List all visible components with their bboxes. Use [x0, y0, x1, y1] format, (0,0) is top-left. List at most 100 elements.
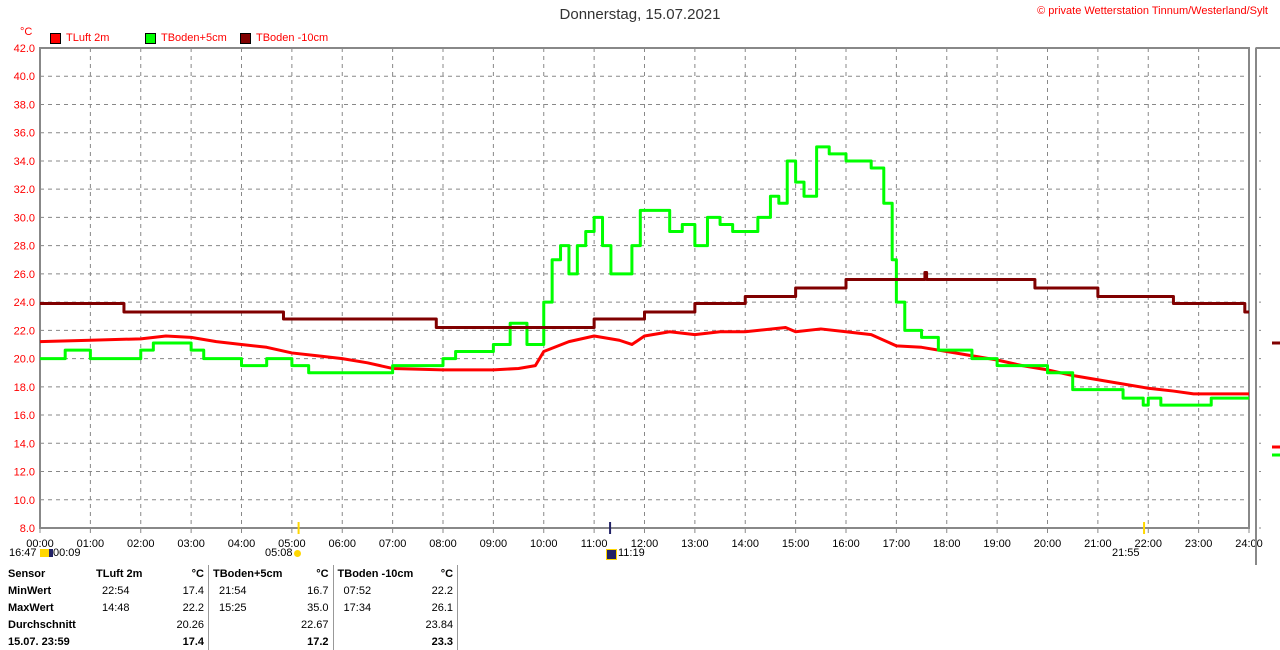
- series-line-1: [40, 145, 1249, 407]
- x-tick-label: 02:00: [127, 538, 155, 550]
- table-cell: 23.84: [421, 616, 459, 633]
- plot-frame: [39, 47, 1250, 529]
- moonrise-time: 00:09: [53, 547, 81, 559]
- table-cell: 17.2: [297, 633, 334, 650]
- y-tick-label: 18.0: [14, 382, 35, 394]
- x-tick-label: 16:00: [832, 538, 860, 550]
- x-tick-label: 00:00: [26, 538, 54, 550]
- legend-tluft: TLuft 2m: [50, 32, 109, 44]
- table-cell: 23.3: [421, 633, 459, 650]
- header-cell: TLuft 2m: [96, 567, 143, 580]
- table-cell: [209, 633, 298, 650]
- x-tick-label: 24:00: [1235, 538, 1263, 550]
- x-tick-label: 03:00: [177, 538, 205, 550]
- table-cell: 07:52: [343, 584, 372, 597]
- table-cell: 17:34: [343, 601, 372, 614]
- table-cell: [333, 633, 422, 650]
- x-tick-label: 05:00: [278, 538, 306, 550]
- stats-table: Sensor TLuft 2m °C TBoden+5cm °C TBoden …: [4, 565, 459, 650]
- legend-swatch: [50, 32, 61, 44]
- y-tick-label: 32.0: [14, 184, 35, 196]
- moon-culmination-time: 11:19: [618, 547, 645, 559]
- table-row: MinWert 22:54 17.4 21:54 16.7 07:52 22.2: [4, 582, 459, 599]
- table-cell: 16.7: [297, 582, 334, 599]
- x-tick-label: 22:00: [1134, 538, 1162, 550]
- series-line-2: [40, 270, 1249, 330]
- legend-swatch: [240, 32, 251, 44]
- y-tick-label: 34.0: [14, 156, 35, 168]
- moon-icon: [606, 549, 617, 560]
- legend-label: TBoden+5cm: [161, 32, 227, 44]
- temperature-chart: 8.0 10.0 12.0 14.0 16.0 18.0 20.0 22.0 24.0 26.0 2…: [14, 43, 1280, 565]
- x-tick-label: 17:00: [883, 538, 911, 550]
- table-cell: 35.0: [297, 599, 334, 616]
- moon-icon: [40, 549, 53, 557]
- table-cell: Durchschnitt: [8, 618, 76, 631]
- y-tick-label: 42.0: [14, 43, 35, 55]
- y-tick-label: 26.0: [14, 269, 35, 281]
- sun-icon: [294, 550, 301, 557]
- table-cell: 15:25: [219, 601, 247, 614]
- y-tick-label: 40.0: [14, 71, 35, 83]
- x-tick-label: 20:00: [1034, 538, 1062, 550]
- y-tick-label: 8.0: [20, 523, 35, 535]
- y-tick-label: 28.0: [14, 241, 35, 253]
- table-cell: MinWert: [8, 584, 52, 597]
- y-tick-label: 36.0: [14, 128, 35, 140]
- table-cell: MaxWert: [8, 601, 54, 614]
- table-cell: 22.2: [170, 599, 209, 616]
- x-tick-label: 23:00: [1185, 538, 1213, 550]
- x-tick-label: 19:00: [983, 538, 1011, 550]
- table-cell: 22:54: [102, 584, 130, 597]
- table-cell: 17.4: [170, 582, 209, 599]
- y-tick-label: 38.0: [14, 99, 35, 111]
- table-cell: 15.07. 23:59: [8, 635, 70, 648]
- y-unit: °C: [20, 26, 33, 38]
- moonset-time: 16:47: [9, 547, 37, 559]
- y-tick-label: 24.0: [14, 297, 35, 309]
- table-cell: 22.2: [421, 582, 459, 599]
- table-cell: [209, 616, 298, 633]
- y-tick-label: 14.0: [14, 438, 35, 450]
- y-tick-label: 12.0: [14, 467, 35, 479]
- table-cell: 21:54: [219, 584, 247, 597]
- y-tick-label: 22.0: [14, 325, 35, 337]
- header-cell: °C: [170, 565, 209, 582]
- legend-label: TBoden -10cm: [256, 32, 329, 44]
- legend-swatch: [145, 32, 156, 44]
- x-tick-label: 18:00: [933, 538, 961, 550]
- legend-tboden5: TBoden+5cm: [145, 32, 227, 44]
- header-cell: Sensor: [8, 567, 46, 580]
- table-cell: 20.26: [170, 616, 209, 633]
- x-tick-label: 12:00: [631, 538, 659, 550]
- sunset-time: 21:55: [1112, 547, 1140, 559]
- sunrise-time: 05:08: [265, 547, 293, 559]
- x-tick-label: 06:00: [328, 538, 356, 550]
- table-cell: 22.67: [297, 616, 334, 633]
- header-cell: TBoden+5cm: [213, 567, 283, 580]
- table-cell: 14:48: [102, 601, 130, 614]
- x-tick-label: 04:00: [228, 538, 256, 550]
- x-tick-label: 07:00: [379, 538, 407, 550]
- table-row: Durchschnitt 20.26 22.67 23.84: [4, 616, 459, 633]
- header-cell: °C: [421, 565, 459, 582]
- header-cell: °C: [297, 565, 334, 582]
- table-row: 15.07. 23:59 17.4 17.2 23.3: [4, 633, 459, 650]
- series-line-0: [39, 326, 1249, 396]
- table-cell: [92, 616, 170, 633]
- table-cell: [333, 616, 422, 633]
- table-row: MaxWert 14:48 22.2 15:25 35.0 17:34 26.1: [4, 599, 459, 616]
- table-cell: 26.1: [421, 599, 459, 616]
- table-cell: 17.4: [170, 633, 209, 650]
- chart-title: Donnerstag, 15.07.2021: [559, 6, 721, 23]
- table-cell: [92, 633, 170, 650]
- x-tick-label: 14:00: [731, 538, 759, 550]
- x-tick-label: 21:00: [1084, 538, 1112, 550]
- x-tick-label: 13:00: [681, 538, 709, 550]
- x-tick-label: 10:00: [530, 538, 558, 550]
- y-tick-label: 16.0: [14, 410, 35, 422]
- x-tick-label: 11:00: [581, 538, 608, 550]
- y-tick-label: 20.0: [14, 354, 35, 366]
- copyright: © private Wetterstation Tinnum/Westerlan…: [1037, 5, 1268, 17]
- legend-label: TLuft 2m: [66, 32, 110, 44]
